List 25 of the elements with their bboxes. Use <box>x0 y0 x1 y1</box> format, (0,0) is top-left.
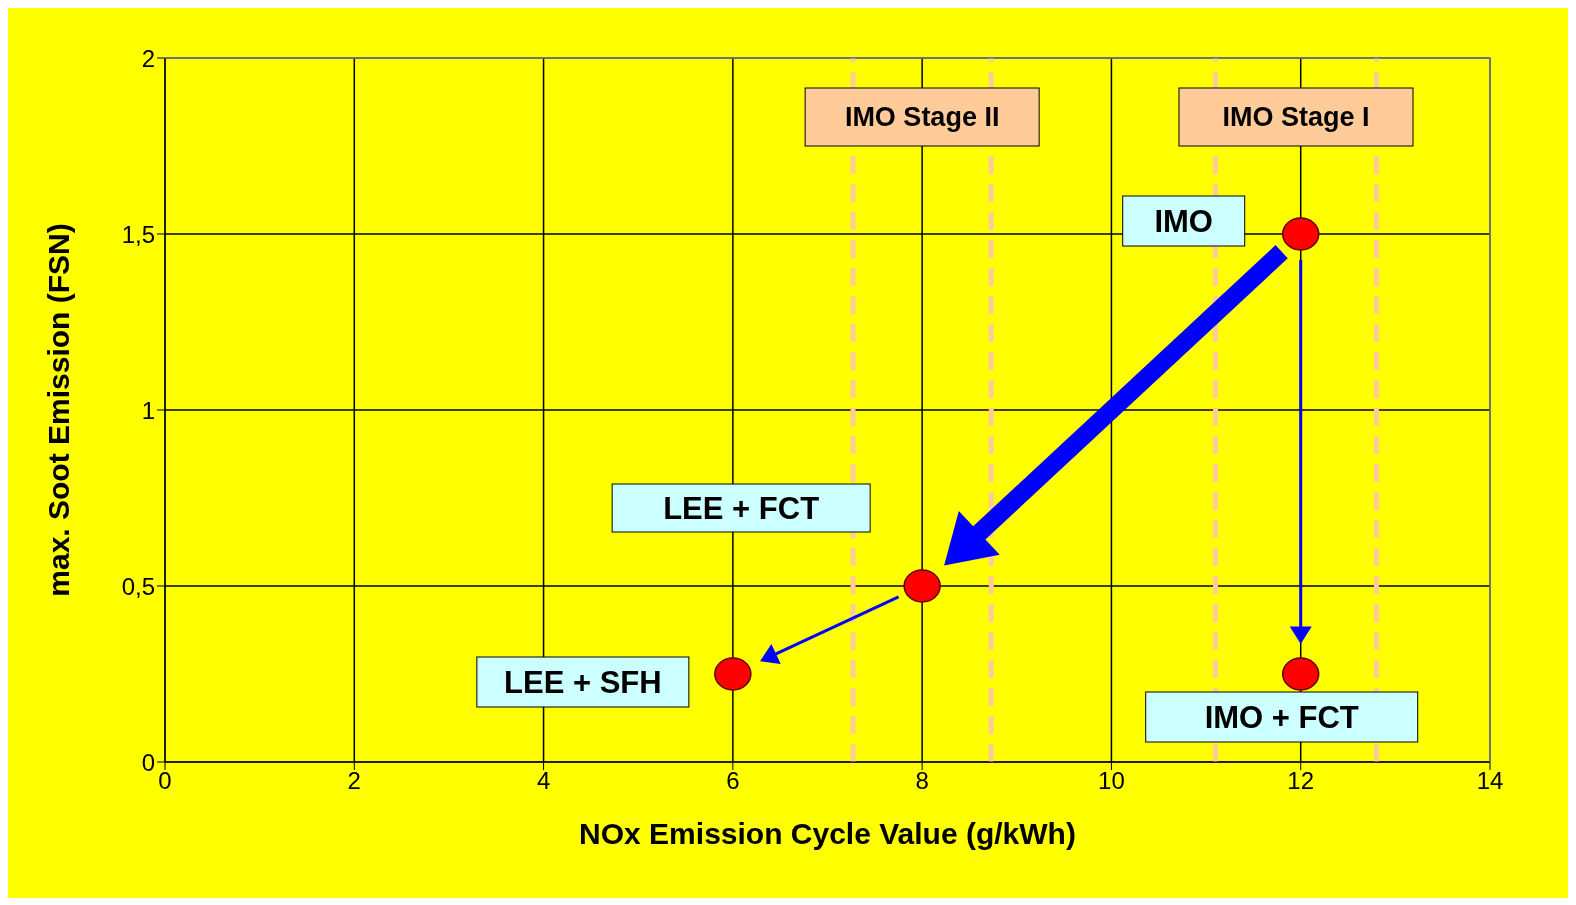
x-tick-label: 12 <box>1287 767 1315 795</box>
x-tick-label: 2 <box>347 767 361 795</box>
annotation: IMO + FCT <box>1204 700 1359 735</box>
point <box>714 657 752 691</box>
annotation: IMO <box>1154 204 1213 239</box>
point <box>903 569 941 603</box>
x-tick-label: 6 <box>726 767 740 795</box>
annotation: IMO Stage I <box>1222 102 1370 132</box>
y-axis-title: max. Soot Emission (FSN) <box>41 223 75 597</box>
x-tick-label: 10 <box>1098 767 1125 795</box>
x-tick-label: 14 <box>1476 767 1504 795</box>
x-tick-label: 8 <box>915 767 929 795</box>
x-tick-label: 4 <box>536 767 551 795</box>
point <box>1281 657 1320 691</box>
y-tick-label: 1 <box>141 396 155 424</box>
y-tick-label: 0 <box>141 748 155 776</box>
annotation: LEE + SFH <box>504 665 662 700</box>
point <box>1281 217 1320 251</box>
y-tick-label: 2 <box>141 44 155 72</box>
x-tick-label: 0 <box>158 767 172 795</box>
annotation: LEE + FCT <box>663 491 820 526</box>
y-tick-label: 1,5 <box>121 220 155 248</box>
x-axis-title: NOx Emission Cycle Value (g/kWh) <box>579 817 1076 850</box>
y-tick-label: 0,5 <box>121 572 155 600</box>
annotation: IMO Stage II <box>844 102 1000 132</box>
